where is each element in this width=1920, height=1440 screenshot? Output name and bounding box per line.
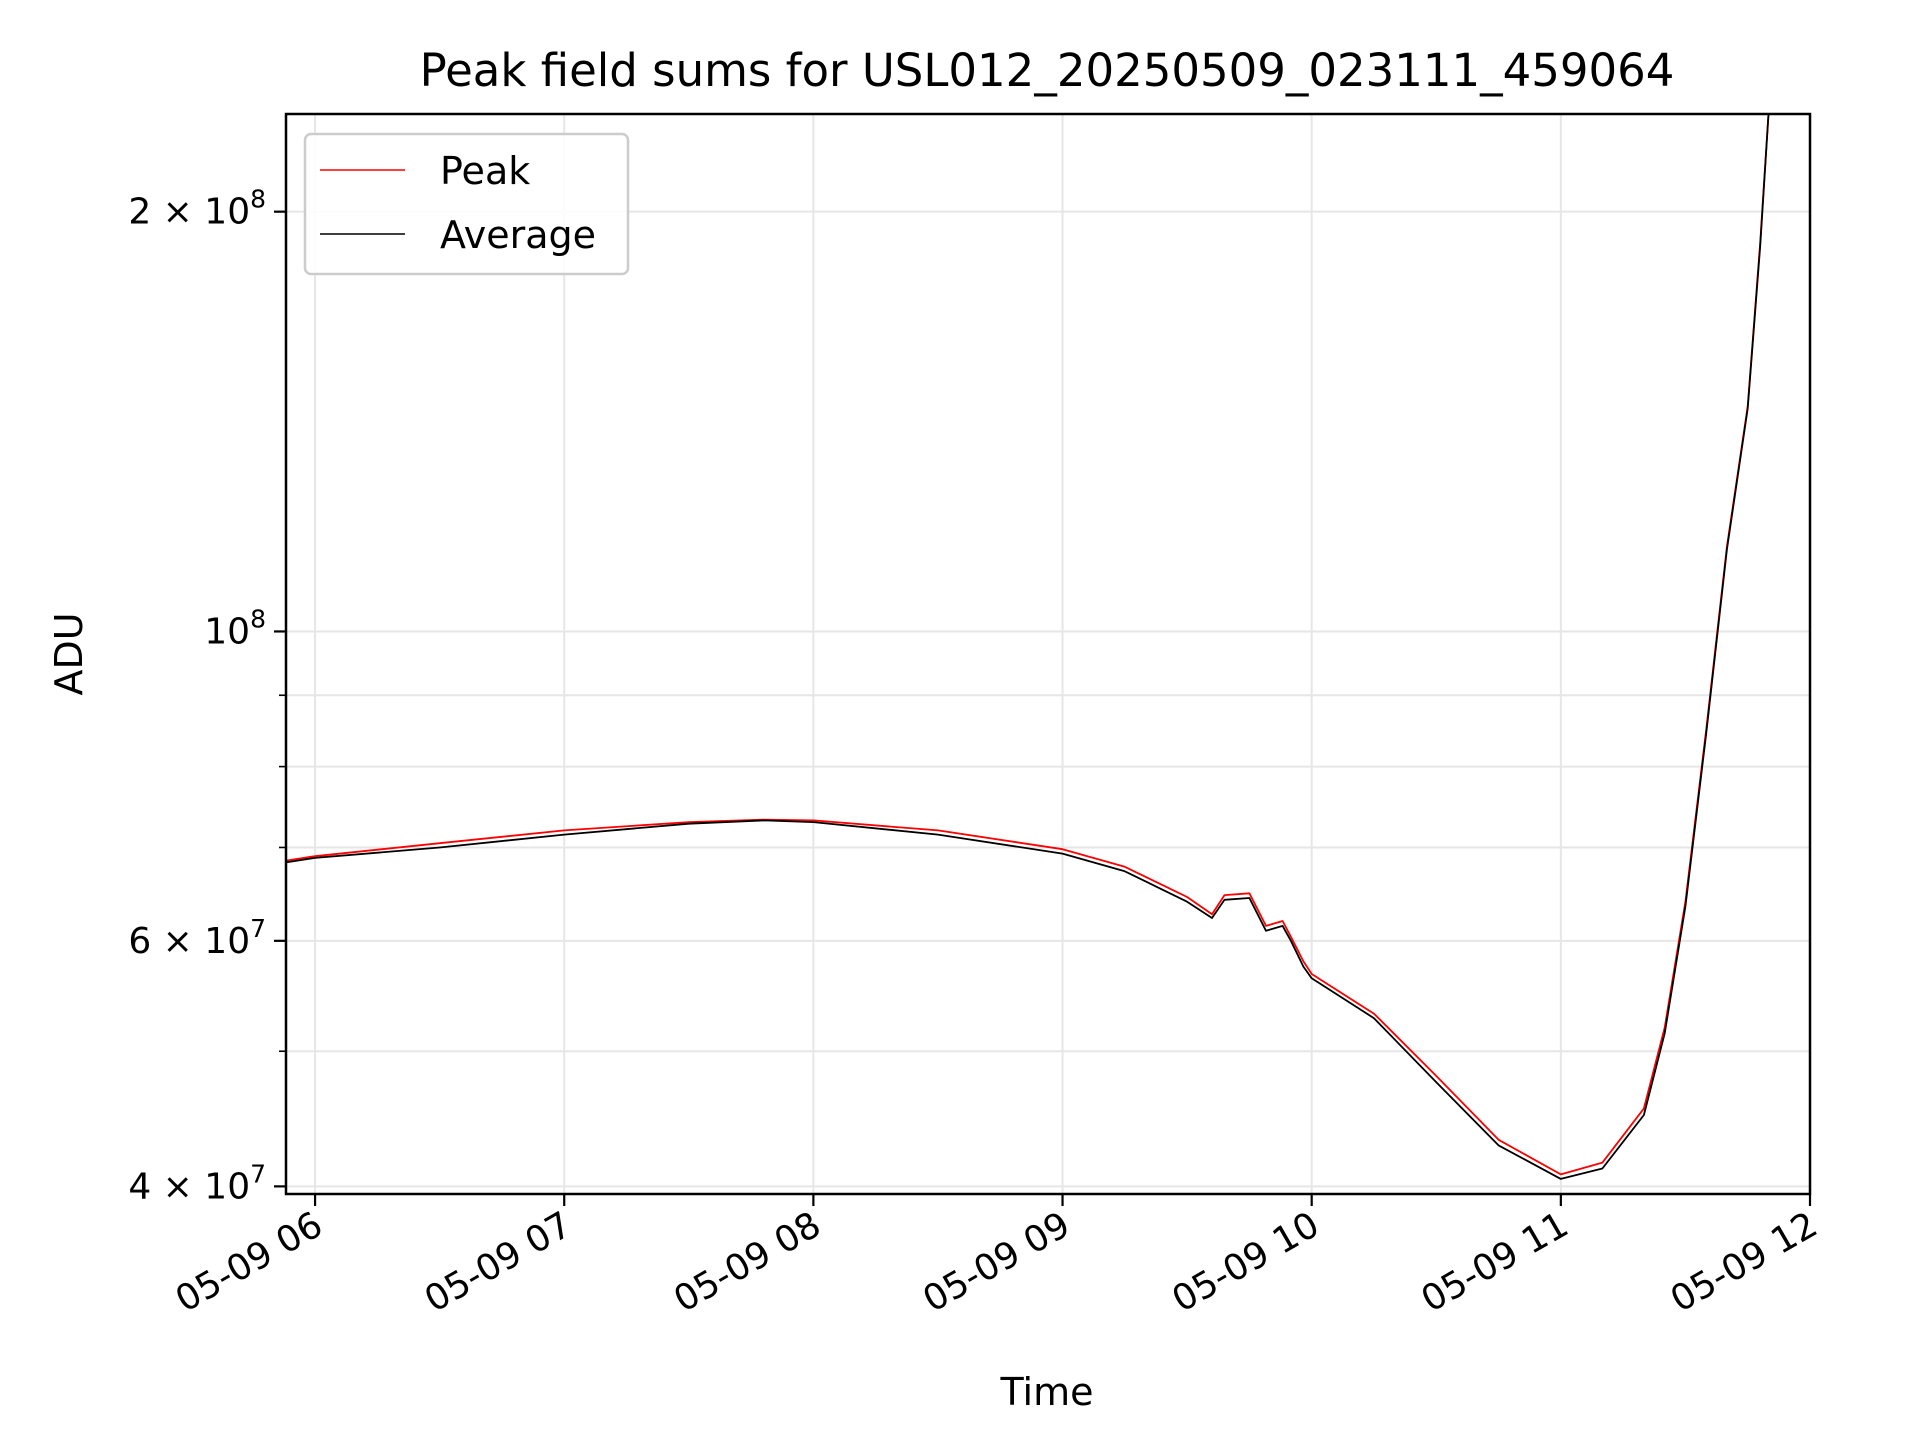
grid — [286, 114, 1811, 1194]
series-line-average — [285, 113, 1770, 1180]
y-axis-label: ADU — [47, 612, 91, 695]
chart-title: Peak field sums for USL012_20250509_0231… — [420, 44, 1675, 97]
y-tick-label: 108 — [204, 604, 266, 652]
y-tick-label: 2 × 108 — [128, 185, 266, 233]
y-tick-label: 4 × 107 — [128, 1159, 266, 1207]
legend: Peak Average — [303, 132, 630, 276]
y-tick-label: 6 × 107 — [128, 914, 266, 962]
x-axis-label: Time — [1000, 1370, 1094, 1414]
legend-box — [303, 132, 630, 276]
series-layer — [285, 113, 1770, 1180]
plot-frame — [284, 112, 1812, 1196]
legend-label-peak: Peak — [440, 149, 530, 193]
legend-label-average: Average — [440, 213, 596, 257]
